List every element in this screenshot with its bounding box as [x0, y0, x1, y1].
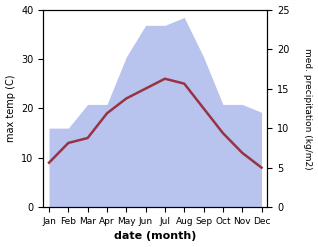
Y-axis label: max temp (C): max temp (C): [5, 75, 16, 142]
X-axis label: date (month): date (month): [114, 231, 197, 242]
Y-axis label: med. precipitation (kg/m2): med. precipitation (kg/m2): [303, 48, 313, 169]
